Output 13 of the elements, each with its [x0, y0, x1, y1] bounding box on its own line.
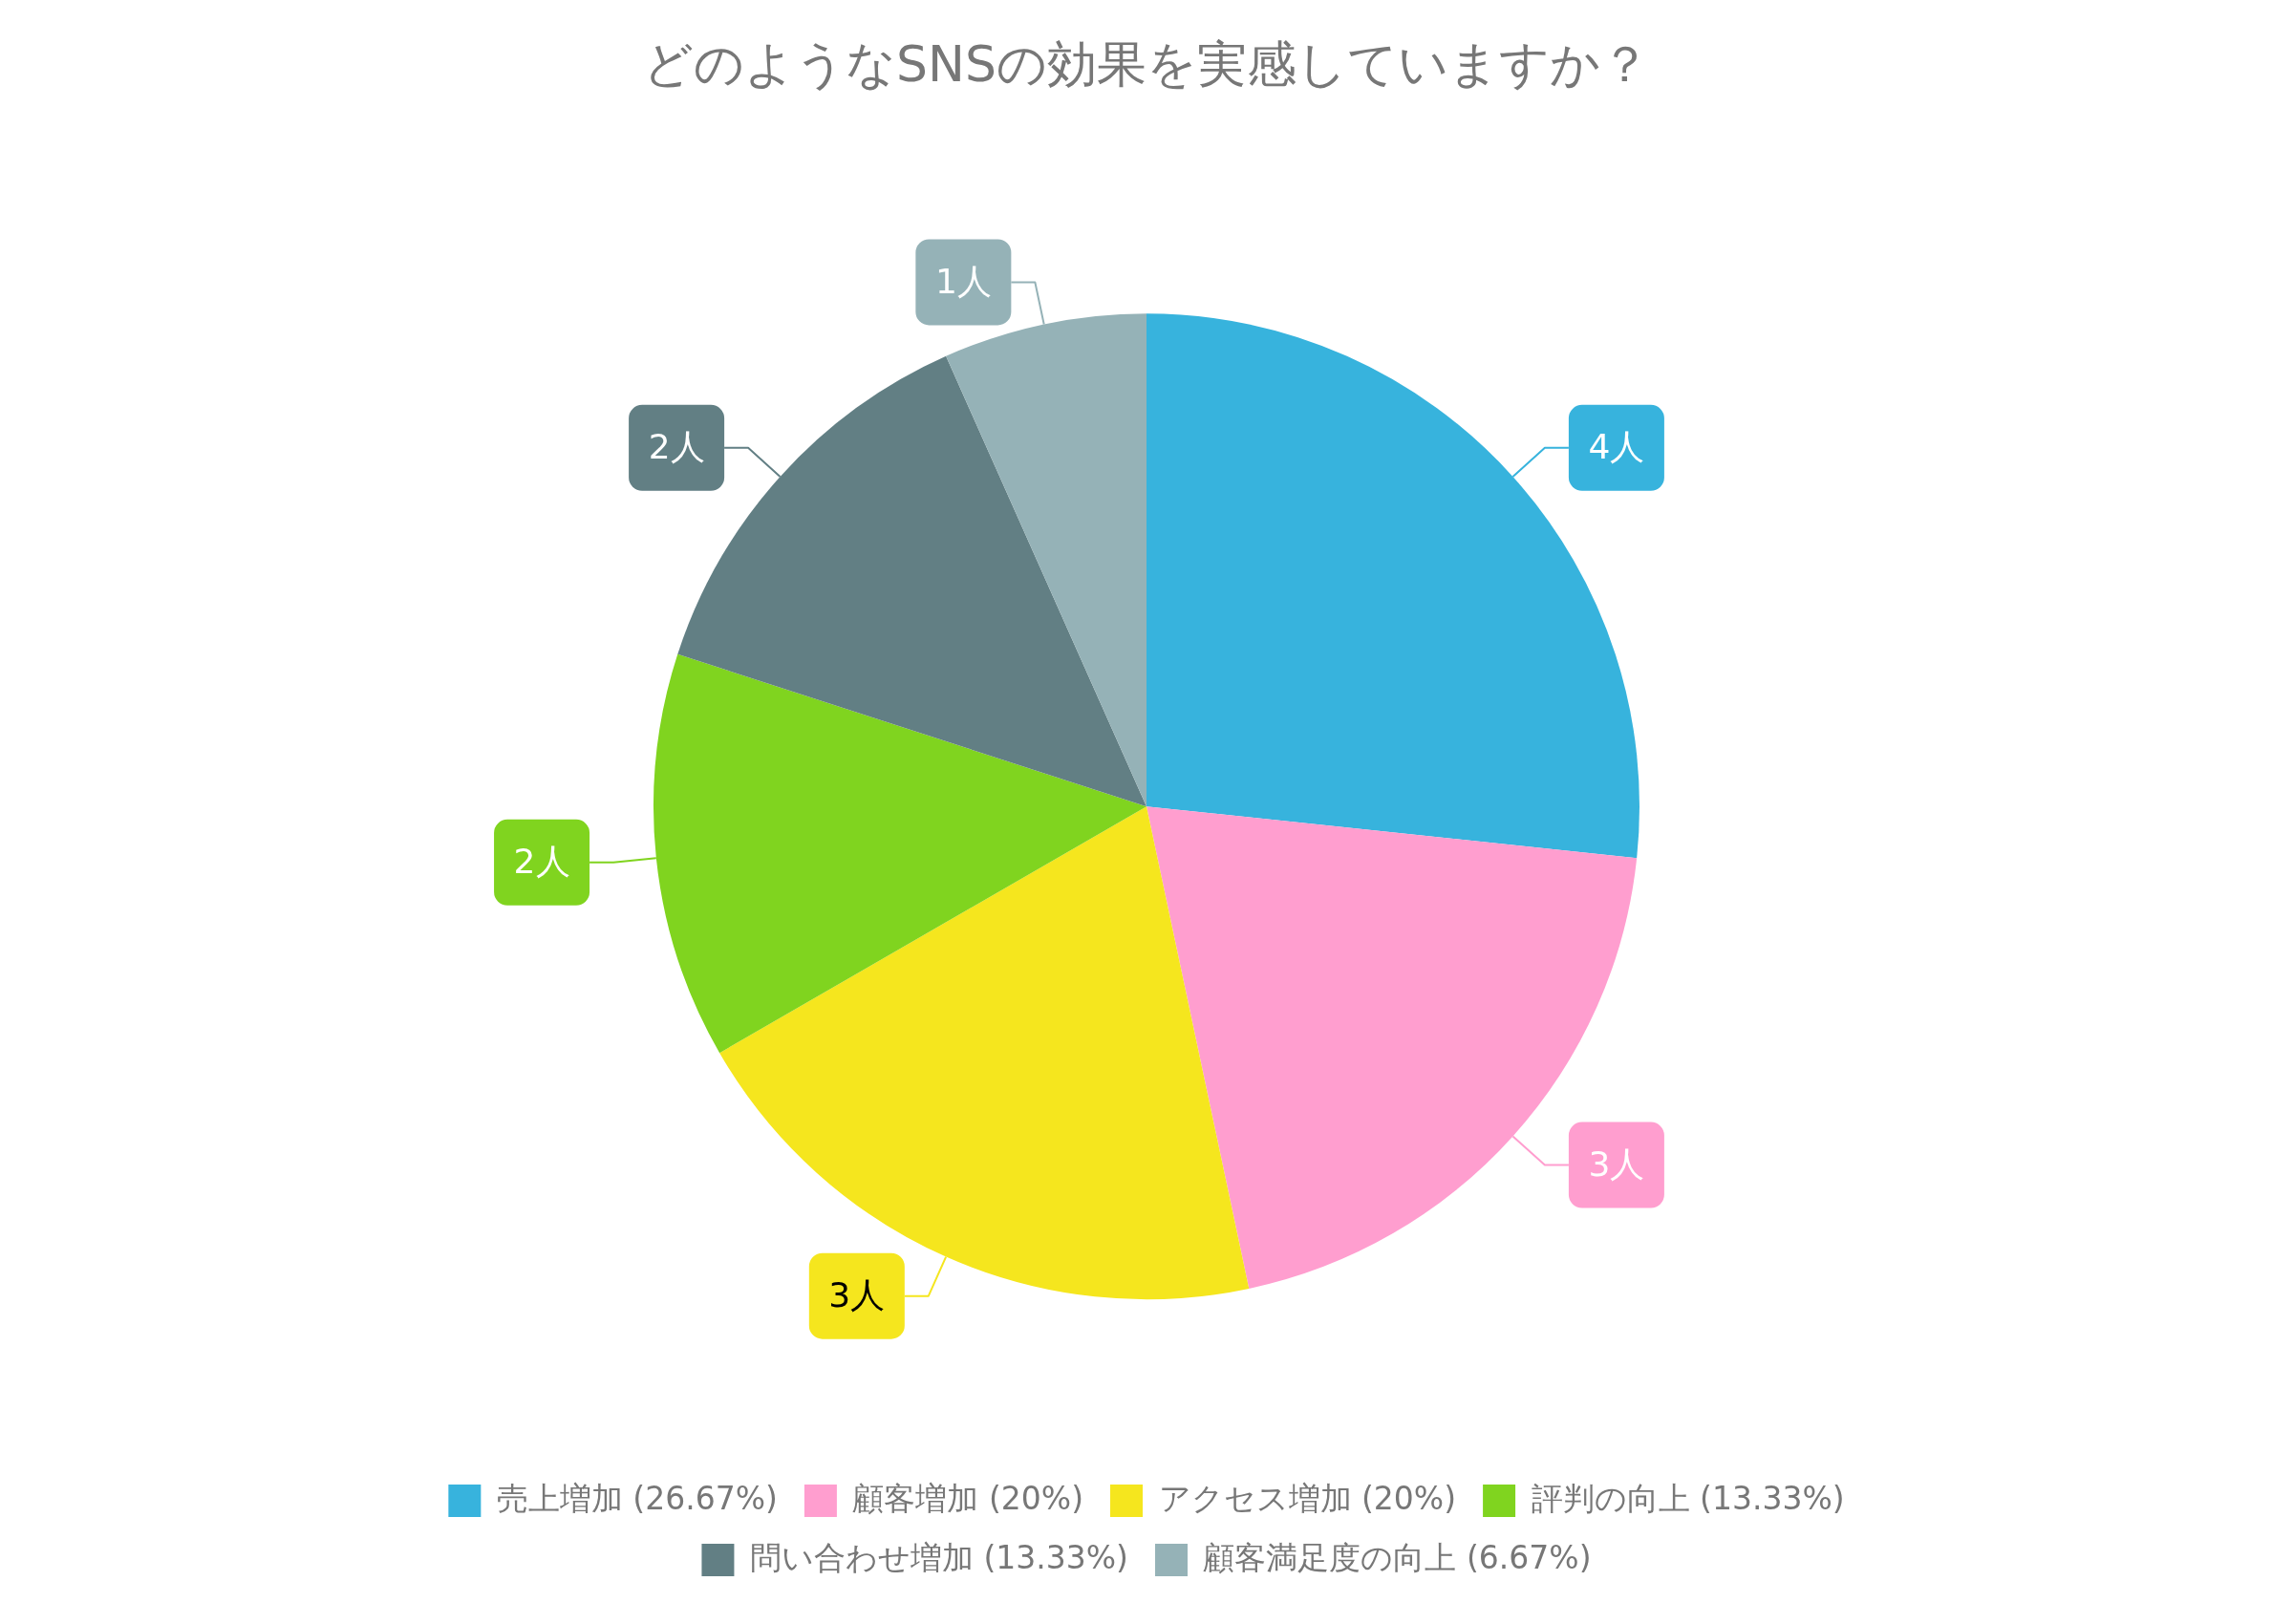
- data-label: 3人: [828, 1275, 886, 1315]
- legend-label: 問い合わせ増加 (13.33%): [749, 1538, 1129, 1576]
- chart-title: どのようなSNSの効果を実感していますか？: [643, 34, 1650, 93]
- data-label: 3人: [1588, 1143, 1645, 1184]
- legend-label: 評判の向上 (13.33%): [1531, 1479, 1845, 1517]
- data-label: 4人: [1588, 427, 1645, 467]
- data-label: 1人: [934, 261, 992, 301]
- data-label: 2人: [513, 842, 570, 882]
- legend-label: アクセス増加 (20%): [1158, 1479, 1457, 1517]
- data-label: 2人: [648, 427, 705, 467]
- legend-label: 売上増加 (26.67%): [496, 1479, 778, 1517]
- legend-label: 顧客満足度の向上 (6.67%): [1203, 1538, 1592, 1576]
- legend-label: 顧客増加 (20%): [852, 1479, 1084, 1517]
